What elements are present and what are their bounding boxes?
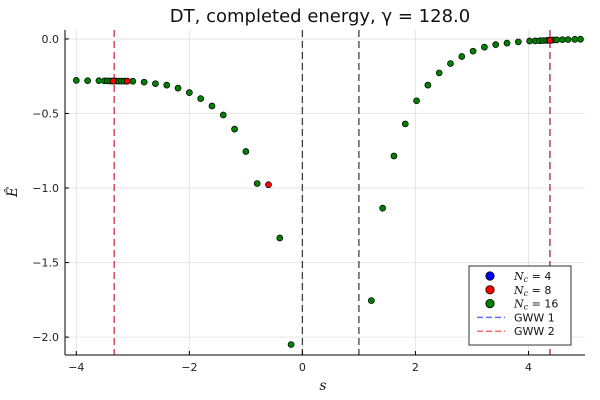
legend-label-value: 4	[544, 270, 551, 283]
data-point	[253, 180, 261, 187]
data-point	[231, 125, 238, 133]
legend-marker	[485, 271, 495, 281]
data-point	[413, 97, 420, 105]
y-tick-label: −2.0	[32, 331, 59, 344]
x-tick-label: 2	[412, 361, 419, 374]
data-point	[140, 78, 148, 86]
legend-label-equals: =	[528, 284, 544, 297]
legend-label-equals: =	[528, 270, 544, 283]
y-tick-label: −1.0	[32, 182, 59, 195]
data-point	[129, 77, 137, 85]
data-point	[379, 204, 387, 212]
data-point	[265, 181, 272, 189]
data-point	[152, 80, 159, 88]
x-tick-label: 0	[299, 361, 306, 374]
legend-label-value: 8	[544, 284, 551, 297]
data-point	[564, 36, 572, 43]
legend-label-subscript: c	[524, 275, 529, 284]
legend-label: GWW 2	[514, 325, 555, 338]
legend-label: Nc = 16	[513, 298, 558, 312]
data-point	[559, 36, 566, 44]
data-point	[109, 77, 117, 85]
chart-title: DT, completed energy, γ = 128.0	[170, 6, 470, 27]
data-point	[95, 77, 103, 85]
data-point	[424, 81, 432, 89]
legend-label-value: 16	[544, 298, 558, 311]
data-point	[219, 111, 227, 119]
y-tick-label: −0.5	[32, 107, 59, 120]
x-tick-label: −2	[181, 361, 197, 374]
legend-label: Nc = 4	[513, 270, 551, 284]
data-point	[242, 148, 250, 155]
data-points	[72, 35, 584, 348]
x-tick-label: 4	[525, 361, 532, 374]
data-point	[208, 102, 216, 110]
legend-label: GWW 1	[514, 311, 555, 324]
data-point	[72, 77, 80, 84]
data-point	[123, 77, 131, 85]
legend-label: Nc = 8	[513, 284, 551, 298]
legend-label-symbol: N	[513, 298, 524, 311]
data-point	[577, 35, 584, 43]
data-point	[458, 53, 466, 60]
x-tick-label: −4	[68, 361, 84, 374]
data-point	[163, 81, 171, 89]
data-point	[469, 47, 477, 55]
data-point	[481, 43, 488, 51]
data-point	[276, 234, 284, 242]
data-point	[367, 297, 375, 304]
data-point	[546, 37, 554, 44]
data-point	[84, 77, 91, 85]
y-tick-label: −1.5	[32, 257, 59, 270]
data-point	[287, 341, 295, 348]
y-tick-label: 0.0	[42, 33, 60, 46]
legend-label-symbol: N	[513, 270, 524, 283]
x-axis-label: s	[319, 378, 326, 394]
data-point	[503, 39, 511, 47]
legend-label-subscript: c	[524, 303, 529, 312]
legend-marker	[485, 285, 495, 295]
y-axis-label: Ê	[3, 187, 21, 198]
legend-label-equals: =	[528, 298, 544, 311]
data-point	[197, 95, 205, 102]
data-point	[514, 38, 522, 46]
axes: −4 −2 0 2 4 0.0 −0.5 −1.0 −1.5 −2.0	[32, 30, 585, 374]
data-point	[447, 60, 454, 67]
data-point	[553, 36, 561, 44]
legend-label-symbol: N	[513, 284, 524, 297]
data-point	[390, 152, 398, 160]
data-point	[492, 41, 500, 48]
data-point	[174, 84, 182, 92]
legend-label-subscript: c	[524, 289, 529, 298]
data-point	[401, 120, 409, 128]
data-point	[526, 37, 533, 45]
legend-marker	[485, 298, 495, 309]
data-point	[185, 89, 193, 96]
data-point	[571, 36, 579, 43]
data-point	[435, 69, 443, 77]
